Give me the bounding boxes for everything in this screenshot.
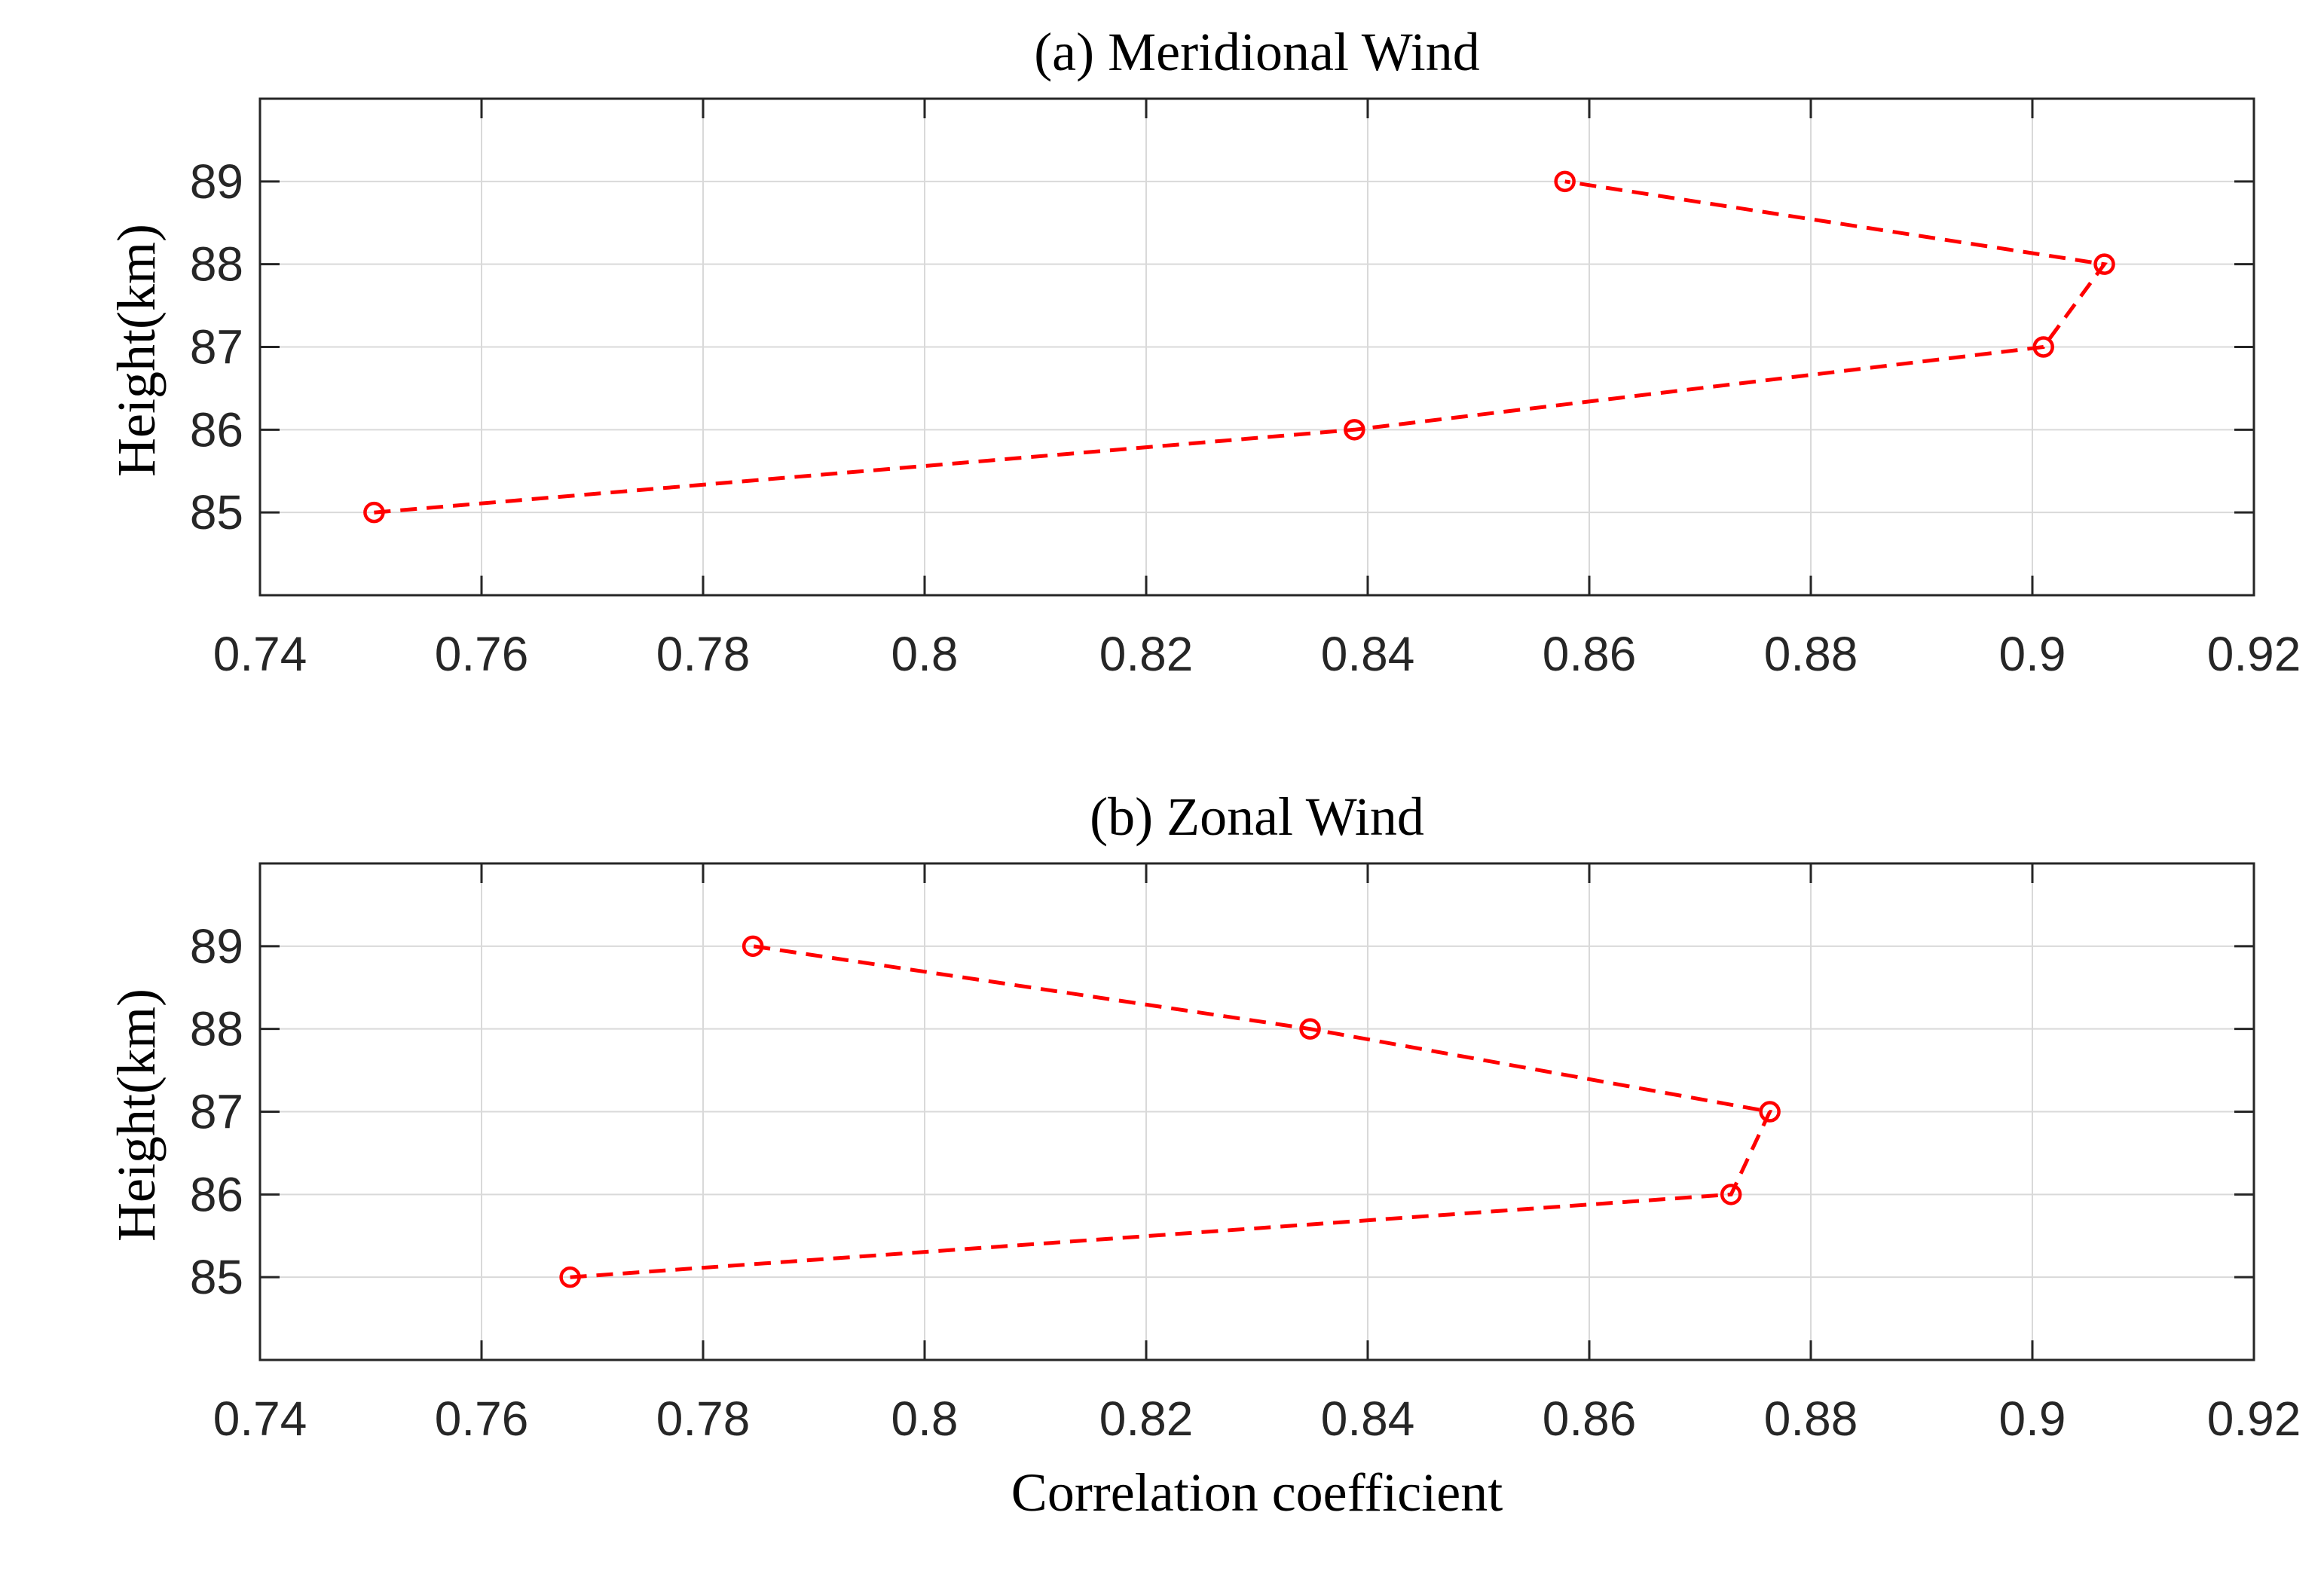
- data-point: [742, 935, 764, 958]
- chart-title: (b) Zonal Wind: [1090, 787, 1424, 847]
- x-tick-label: 0.8: [891, 627, 959, 681]
- y-axis-label: Height(km): [106, 989, 167, 1242]
- x-axis-label: Correlation coefficient: [1011, 1462, 1503, 1523]
- y-tick-label: 85: [190, 1250, 243, 1304]
- x-tick-label: 0.92: [2207, 1392, 2301, 1446]
- data-point: [363, 501, 385, 524]
- x-tick-label: 0.78: [656, 1392, 751, 1446]
- y-tick-label: 86: [190, 402, 243, 457]
- x-tick-label: 0.88: [1764, 1392, 1858, 1446]
- x-tick-label: 0.8: [891, 1392, 959, 1446]
- x-tick-label: 0.84: [1321, 1392, 1415, 1446]
- y-tick-label: 85: [190, 485, 243, 539]
- series-line: [374, 179, 2108, 515]
- x-tick-label: 0.78: [656, 627, 751, 681]
- x-tick-label: 0.88: [1764, 627, 1858, 681]
- data-point: [1554, 170, 1576, 193]
- data-point: [1759, 1101, 1781, 1123]
- y-tick-label: 87: [190, 320, 243, 374]
- y-tick-label: 89: [190, 154, 243, 209]
- x-tick-label: 0.82: [1099, 627, 1194, 681]
- x-tick-label: 0.9: [1999, 627, 2066, 681]
- chart-title: (a) Meridional Wind: [1034, 22, 1480, 82]
- data-point: [1720, 1184, 1742, 1205]
- x-tick-label: 0.74: [213, 1392, 307, 1446]
- panel-zonal-wind: (b) Zonal Wind Height(km) 0.74 0.76 0.78 0.…: [106, 787, 2301, 1523]
- y-tick-label: 86: [190, 1167, 243, 1221]
- x-tick-label: 0.84: [1321, 627, 1415, 681]
- data-point: [1344, 419, 1365, 441]
- x-tick-label: 0.82: [1099, 1392, 1194, 1446]
- panel-meridional-wind: (a) Meridional Wind Height(km) 0.74 0.76 0…: [106, 22, 2301, 681]
- x-tick-label: 0.92: [2207, 627, 2301, 681]
- data-point: [559, 1266, 581, 1288]
- x-tick-label: 0.86: [1543, 1392, 1637, 1446]
- y-tick-label: 87: [190, 1085, 243, 1139]
- y-tick-label: 88: [190, 237, 243, 292]
- data-point: [2093, 253, 2115, 275]
- data-point: [2032, 336, 2054, 358]
- y-tick-label: 89: [190, 919, 243, 973]
- series-line: [570, 944, 1773, 1279]
- x-tick-label: 0.76: [435, 627, 529, 681]
- y-tick-label: 88: [190, 1002, 243, 1056]
- data-point: [1299, 1018, 1321, 1040]
- x-tick-label: 0.86: [1543, 627, 1637, 681]
- x-tick-label: 0.76: [435, 1392, 529, 1446]
- x-tick-label: 0.9: [1999, 1392, 2066, 1446]
- x-tick-label: 0.74: [213, 627, 307, 681]
- y-axis-label: Height(km): [106, 224, 167, 477]
